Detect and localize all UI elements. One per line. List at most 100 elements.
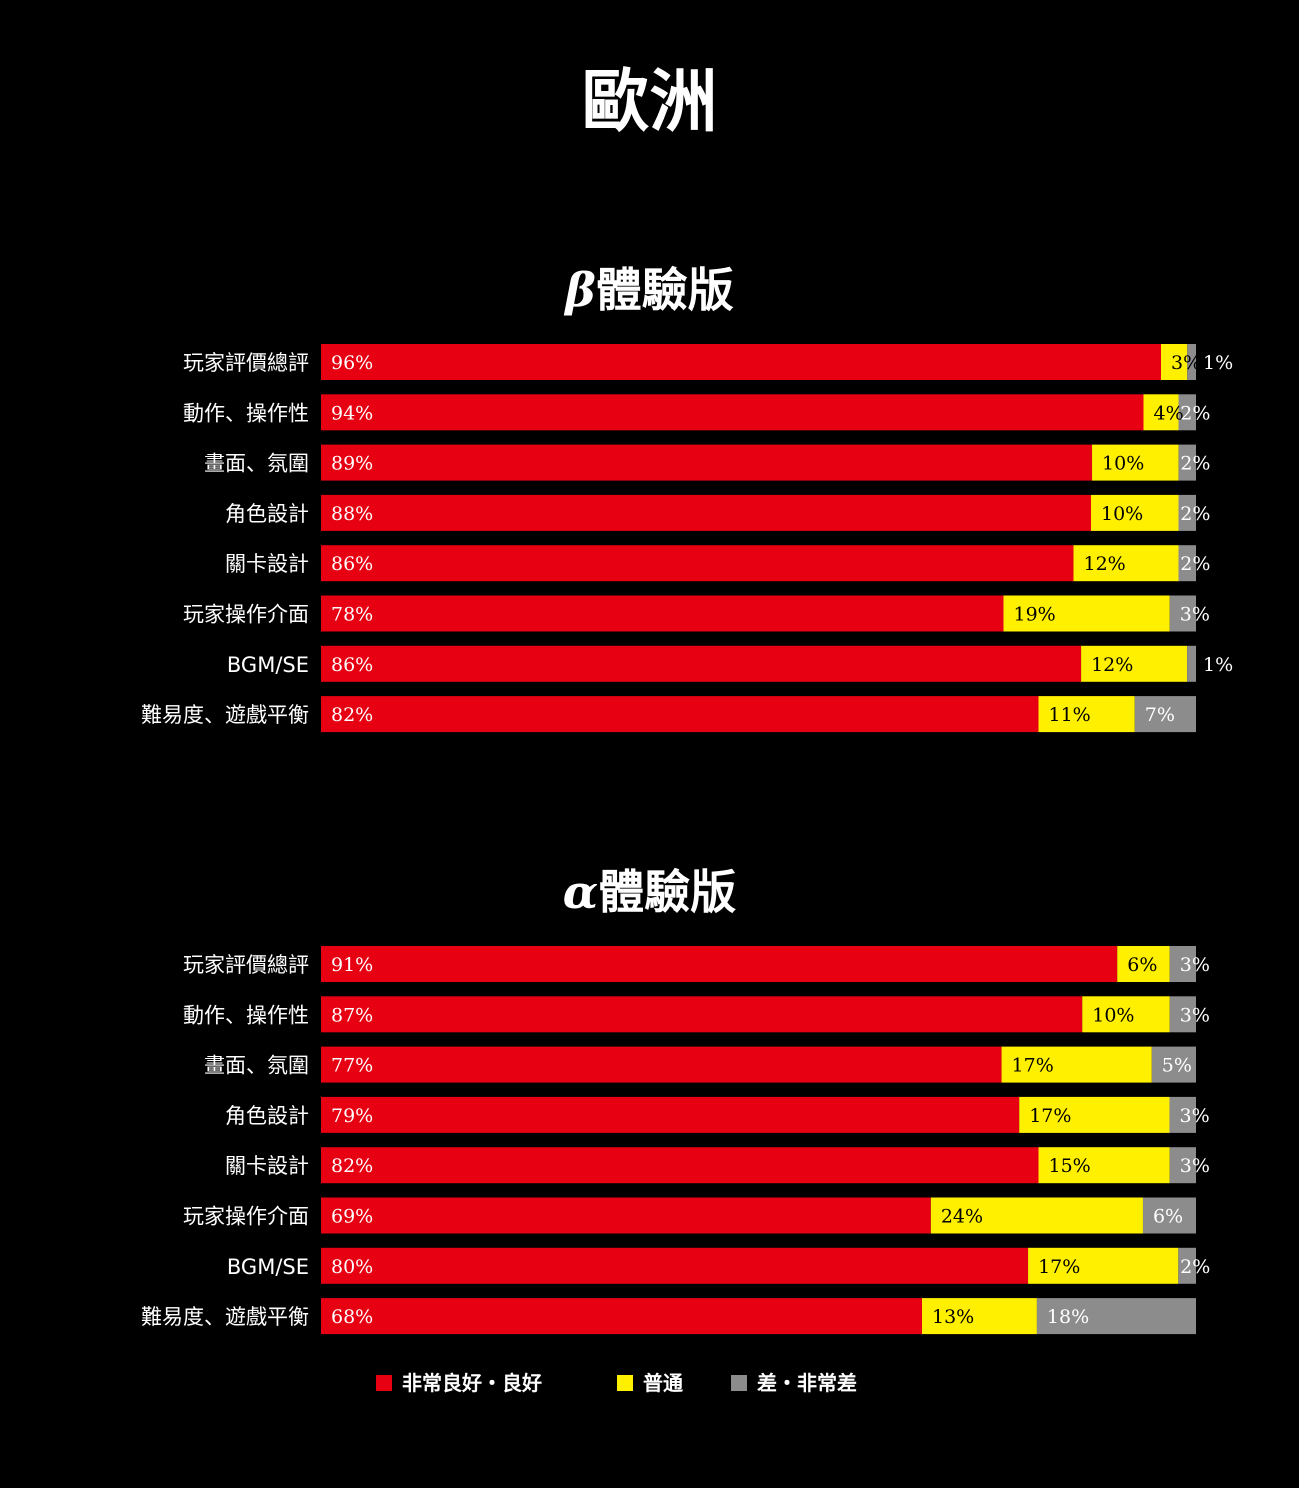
chart-beta-value-label-neutral: 12% (1084, 553, 1126, 575)
chart-beta-title-text: 體驗版 (595, 263, 734, 317)
chart-beta-value-label-good: 94% (331, 402, 373, 424)
chart-alpha-category-label: 關卡設計 (225, 1154, 309, 1178)
chart-beta-value-label-neutral: 4% (1154, 402, 1184, 424)
chart-beta-category-label: 玩家操作介面 (183, 603, 309, 627)
chart-alpha-category-label: 玩家評價總評 (183, 953, 309, 977)
chart-beta-value-label-good: 88% (331, 503, 373, 525)
chart-beta-category-label: 關卡設計 (225, 552, 309, 576)
legend-label-bad: 差・非常差 (757, 1371, 857, 1395)
chart-beta-value-label-good: 86% (331, 553, 373, 575)
chart-beta-bar-neutral (1091, 494, 1179, 531)
chart-alpha-category-label: BGM/SE (227, 1255, 309, 1279)
chart-alpha-value-label-bad: 6% (1153, 1206, 1183, 1228)
chart-alpha-value-label-bad: 3% (1180, 1155, 1210, 1177)
chart-beta-value-label-neutral: 11% (1049, 704, 1091, 726)
chart-alpha-bar-neutral (1028, 1247, 1179, 1284)
chart-alpha-value-label-good: 87% (331, 1004, 373, 1026)
chart-beta-category-label: 動作、操作性 (183, 401, 309, 425)
chart-beta-bar-bad (1178, 494, 1196, 531)
legend-swatch-good (376, 1375, 392, 1391)
chart-beta-value-label-neutral: 10% (1102, 453, 1144, 475)
chart-alpha-bar-good (321, 1046, 1002, 1083)
chart-alpha-value-label-neutral: 17% (1012, 1055, 1054, 1077)
chart-beta-bar-neutral (1161, 344, 1188, 380)
chart-beta-bar-good (321, 696, 1039, 733)
chart-beta-bar-neutral (1073, 545, 1179, 582)
chart-alpha-bar-good (321, 1096, 1020, 1133)
chart-beta-bar-good (321, 444, 1093, 481)
chart-beta-bar-good (321, 394, 1144, 431)
chart-alpha-value-label-neutral: 6% (1127, 954, 1157, 976)
chart-beta-bar-bad (1134, 696, 1196, 733)
chart-alpha-value-label-good: 82% (331, 1155, 373, 1177)
chart-beta-bar-bad (1187, 344, 1196, 380)
chart-beta-bar-bad (1178, 545, 1196, 582)
chart-beta-bar-bad (1169, 595, 1196, 632)
chart-beta-value-label-good: 86% (331, 654, 373, 676)
chart-beta-category-label: 角色設計 (225, 502, 309, 526)
chart-beta-value-label-good: 96% (331, 352, 373, 374)
chart-beta-category-label: 畫面、氛圍 (204, 452, 309, 476)
chart-alpha-bar-neutral (1019, 1096, 1170, 1133)
chart-alpha-category-label: 動作、操作性 (183, 1003, 309, 1027)
chart-beta-title: β體驗版 (0, 262, 1299, 318)
chart-alpha-bar-neutral (1082, 996, 1170, 1033)
chart-beta-bar-neutral (1081, 645, 1188, 682)
chart-beta-bar-good (321, 645, 1082, 682)
chart-beta-category-label: BGM/SE (227, 653, 309, 677)
chart-beta-bar-neutral (1143, 394, 1179, 431)
chart-alpha-bar-bad (1178, 1247, 1196, 1284)
chart-alpha: 玩家評價總評 91% 6% 3% 動作、操作性 87% 10% 3% 畫面、氛圍 77% 17% 5%… (141, 946, 1210, 1335)
chart-beta-value-label-neutral: 10% (1101, 503, 1143, 525)
chart-beta-value-label-neutral: 19% (1014, 604, 1056, 626)
legend-item-neutral: 普通 (617, 1370, 683, 1396)
chart-alpha-value-label-good: 68% (331, 1306, 373, 1328)
chart-alpha-value-label-neutral: 10% (1092, 1004, 1134, 1026)
legend-item-good: 非常良好・良好 (376, 1370, 542, 1396)
chart-beta-value-label-good: 89% (331, 453, 373, 475)
chart-alpha-bar-good (321, 996, 1083, 1033)
chart-beta-value-label-bad: 2% (1180, 402, 1210, 424)
page-title: 歐洲 (581, 62, 718, 142)
chart-alpha-bar-good (321, 1147, 1039, 1184)
chart-alpha-value-label-neutral: 17% (1038, 1256, 1080, 1278)
chart-alpha-bar-neutral (1038, 1147, 1170, 1184)
chart-alpha-category-label: 畫面、氛圍 (204, 1054, 309, 1078)
chart-alpha-value-label-neutral: 15% (1049, 1155, 1091, 1177)
chart-beta-bar-bad (1178, 394, 1196, 431)
chart-alpha-category-label: 角色設計 (225, 1104, 309, 1128)
chart-beta-category-label: 玩家評價總評 (183, 351, 309, 375)
chart-alpha-bar-bad (1142, 1197, 1196, 1234)
chart-beta: 玩家評價總評 96% 3% 1%動作、操作性 94% 4%2%畫面、氛圍 89% 10% 2%角… (141, 344, 1233, 733)
chart-beta-bar-bad (1178, 444, 1196, 481)
chart-alpha-value-label-good: 77% (331, 1055, 373, 1077)
chart-alpha-value-label-good: 91% (331, 954, 373, 976)
chart-alpha-bar-good (321, 946, 1118, 982)
chart-alpha-value-label-bad: 3% (1180, 954, 1210, 976)
chart-beta-bar-neutral (1092, 444, 1179, 481)
chart-alpha-value-label-bad: 5% (1162, 1055, 1192, 1077)
chart-alpha-bar-bad (1169, 946, 1196, 982)
chart-alpha-value-label-bad: 18% (1047, 1306, 1089, 1328)
chart-beta-bar-good (321, 494, 1091, 531)
chart-beta-bar-neutral (1038, 696, 1135, 733)
chart-alpha-category-label: 玩家操作介面 (183, 1205, 309, 1229)
chart-alpha-value-label-good: 79% (331, 1105, 373, 1127)
chart-alpha-bar-neutral (922, 1298, 1037, 1335)
chart-alpha-bar-good (321, 1298, 923, 1335)
chart-alpha-value-label-bad: 3% (1179, 1105, 1209, 1127)
chart-alpha-title-text: 體驗版 (598, 865, 737, 919)
chart-beta-value-label-bad: 1% (1203, 654, 1233, 676)
chart-alpha-bar-neutral (930, 1197, 1143, 1234)
legend-swatch-bad (731, 1375, 747, 1391)
chart-alpha-category-label: 難易度、遊戲平衡 (141, 1305, 309, 1329)
chart-alpha-value-label-neutral: 13% (932, 1306, 974, 1328)
chart-alpha-bar-bad (1169, 1147, 1196, 1184)
chart-beta-bar-bad (1187, 645, 1196, 682)
chart-alpha-title: α體驗版 (0, 864, 1299, 920)
chart-alpha-value-label-neutral: 17% (1029, 1105, 1071, 1127)
chart-alpha-bar-neutral (1117, 946, 1170, 982)
chart-beta-bar-good (321, 344, 1161, 380)
legend: 非常良好・良好 普通 差・非常差 (0, 1370, 1299, 1398)
chart-beta-category-label: 難易度、遊戲平衡 (141, 703, 309, 727)
